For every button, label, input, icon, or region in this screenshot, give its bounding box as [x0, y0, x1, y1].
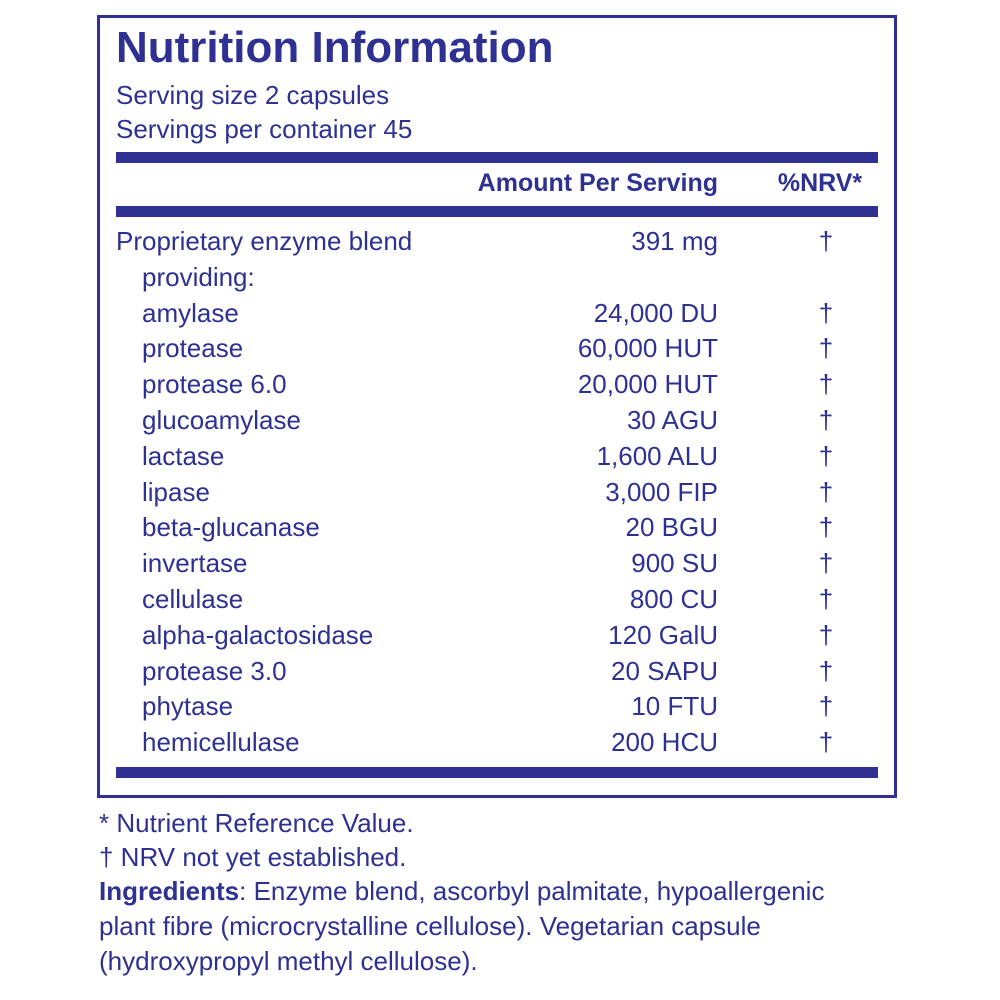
nutrient-name: lactase — [142, 440, 225, 471]
nutrient-amount: 30 AGU — [626, 405, 718, 435]
nutrient-name: glucoamylase — [142, 405, 301, 435]
nutrient-amount: 1,600 ALU — [596, 440, 718, 471]
nutrient-name: phytase — [142, 691, 234, 722]
nutrient-name: invertase — [142, 548, 248, 579]
nutrient-name: beta-glucanase — [142, 512, 320, 543]
nutrient-name: protease — [142, 333, 244, 364]
nutrient-name: amylase — [142, 297, 239, 328]
nutrient-amount: 800 CU — [629, 584, 718, 614]
nutrient-nrv: † — [818, 226, 834, 256]
nutrient-nrv: † — [818, 440, 834, 471]
nutrient-nrv: † — [818, 691, 834, 722]
nutrient-nrv: † — [818, 655, 834, 686]
nutrient-name: cellulase — [142, 584, 244, 614]
nutrient-name: protease 6.0 — [142, 369, 287, 400]
nutrient-amount: 20 BGU — [625, 512, 719, 543]
nutrient-name: Proprietary enzyme blend — [116, 226, 413, 256]
nutrient-amount: 60,000 HUT — [577, 333, 718, 364]
divider — [116, 152, 878, 163]
nutrient-nrv: † — [818, 333, 834, 364]
ingredients-text: : Enzyme blend, ascorbyl palmitate, hypo… — [99, 876, 825, 976]
nutrient-name: protease 3.0 — [142, 655, 287, 686]
nutrient-amount: 900 SU — [631, 548, 718, 579]
nutrient-nrv: † — [818, 584, 834, 614]
title: Nutrition Information — [116, 23, 554, 72]
column-header: %NRV* — [777, 169, 863, 197]
ingredients-label: Ingredients — [99, 876, 240, 906]
footnote: † NRV not yet established. — [99, 842, 407, 872]
ingredients: Ingredients: Enzyme blend, ascorbyl palm… — [99, 874, 859, 979]
nutrient-nrv: † — [818, 727, 834, 758]
nutrient-amount: 200 HCU — [611, 727, 718, 758]
nutrient-name: hemicellulase — [142, 727, 300, 758]
column-header: Amount Per Serving — [477, 169, 718, 197]
nutrient-nrv: † — [818, 476, 834, 507]
serving-size: Serving size 2 capsules — [116, 80, 390, 110]
divider — [116, 206, 878, 217]
divider — [116, 767, 878, 778]
nutrient-amount: 10 FTU — [631, 691, 718, 722]
nutrient-amount: 20 SAPU — [611, 655, 718, 686]
providing-label: providing: — [142, 261, 255, 292]
nutrient-nrv: † — [818, 619, 834, 650]
nutrient-nrv: † — [818, 548, 834, 579]
nutrient-amount: 120 GalU — [608, 619, 718, 650]
nutrient-amount: 24,000 DU — [593, 297, 718, 328]
nutrient-nrv: † — [818, 405, 834, 435]
label-border — [97, 15, 897, 798]
footnote: * Nutrient Reference Value. — [99, 808, 414, 838]
nutrient-name: lipase — [142, 476, 210, 507]
nutrient-nrv: † — [818, 512, 834, 543]
servings-per-container: Servings per container 45 — [116, 114, 413, 144]
nutrient-nrv: † — [818, 369, 834, 400]
nutrient-nrv: † — [818, 297, 834, 328]
nutrient-name: alpha-galactosidase — [142, 619, 374, 650]
nutrient-amount: 3,000 FIP — [605, 476, 718, 507]
nutrient-amount: 20,000 HUT — [577, 369, 718, 400]
nutrient-amount: 391 mg — [631, 226, 718, 256]
